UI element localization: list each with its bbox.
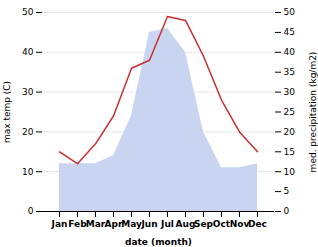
svg-text:15: 15 (284, 147, 295, 157)
svg-text:0: 0 (284, 206, 290, 216)
svg-text:max temp (C): max temp (C) (2, 81, 12, 143)
svg-text:30: 30 (22, 87, 34, 97)
svg-text:Aug: Aug (176, 219, 196, 229)
svg-text:25: 25 (284, 107, 295, 117)
svg-text:Nov: Nov (230, 219, 250, 229)
svg-text:Dec: Dec (248, 219, 267, 229)
svg-text:45: 45 (284, 27, 295, 37)
svg-text:40: 40 (22, 47, 34, 57)
svg-text:Sep: Sep (194, 219, 214, 229)
svg-text:10: 10 (284, 167, 296, 177)
svg-text:40: 40 (284, 47, 296, 57)
svg-text:May: May (121, 219, 142, 229)
svg-text:50: 50 (22, 7, 34, 17)
svg-text:50: 50 (284, 7, 296, 17)
svg-text:Jan: Jan (51, 219, 68, 229)
svg-text:35: 35 (284, 67, 295, 77)
svg-text:date (month): date (month) (125, 237, 192, 247)
svg-text:Jul: Jul (160, 219, 174, 229)
svg-text:Mar: Mar (86, 219, 106, 229)
svg-text:30: 30 (284, 87, 296, 97)
svg-text:Feb: Feb (68, 219, 87, 229)
svg-text:20: 20 (284, 127, 296, 137)
svg-text:10: 10 (22, 167, 34, 177)
svg-text:5: 5 (284, 186, 290, 196)
svg-text:20: 20 (22, 127, 34, 137)
svg-text:Jun: Jun (140, 219, 157, 229)
svg-text:med. precipitation (kg/m2): med. precipitation (kg/m2) (308, 52, 318, 173)
svg-text:Oct: Oct (213, 219, 231, 229)
svg-text:0: 0 (28, 206, 34, 216)
svg-text:Apr: Apr (104, 218, 123, 229)
